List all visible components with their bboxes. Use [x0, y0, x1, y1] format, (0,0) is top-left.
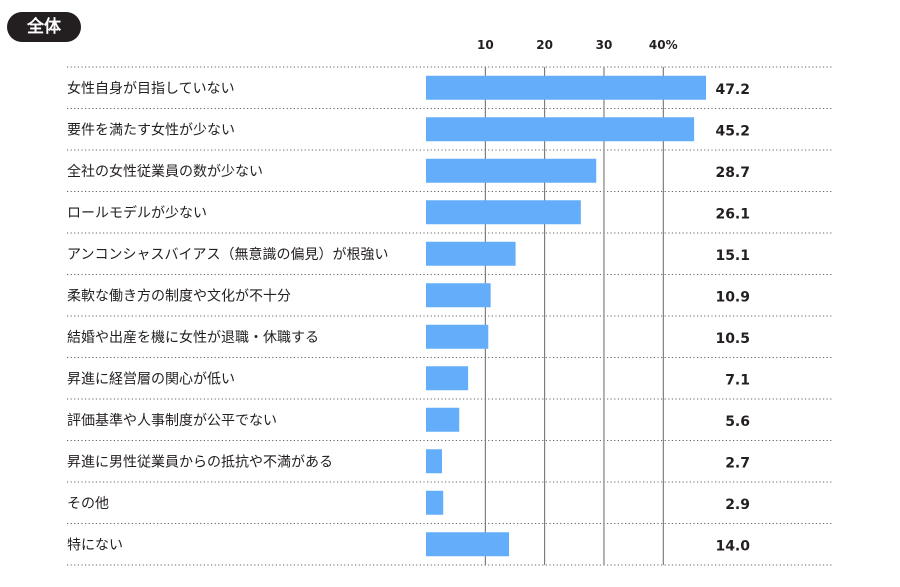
value-label: 10.5: [715, 331, 750, 347]
value-label: 15.1: [715, 248, 750, 264]
bar: [426, 158, 597, 183]
category-label: 昇進に男性従業員からの抵抗や不満がある: [67, 454, 333, 470]
category-label: 結婚や出産を機に女性が退職・休職する: [67, 329, 319, 346]
tick-label: 10: [477, 38, 494, 52]
value-label: 47.2: [715, 82, 750, 98]
category-label: ロールモデルが少ない: [67, 204, 207, 221]
category-label: 評価基準や人事制度が公平でない: [67, 412, 277, 429]
value-label: 10.9: [715, 289, 750, 305]
value-label: 26.1: [715, 206, 750, 222]
value-label: 2.9: [725, 497, 750, 513]
value-label: 14.0: [715, 538, 750, 554]
bar: [426, 117, 695, 142]
bar: [426, 532, 510, 557]
tick-label: 40%: [649, 38, 678, 52]
value-label: 28.7: [715, 165, 750, 181]
category-label: アンコンシャスバイアス（無意識の偏見）が根強い: [67, 246, 388, 263]
bar: [426, 283, 491, 308]
category-label: 女性自身が目指していない: [67, 80, 235, 97]
category-label: 全社の女性従業員の数が少ない: [67, 163, 263, 180]
bar: [426, 490, 444, 515]
title-badge: 全体: [7, 12, 81, 42]
bar: [426, 407, 460, 432]
bar: [426, 241, 516, 266]
category-label: 特にない: [67, 537, 123, 553]
value-label: 2.7: [725, 455, 750, 471]
category-label: 柔軟な働き方の制度や文化が不十分: [67, 288, 291, 304]
category-label: その他: [67, 496, 109, 512]
bar: [426, 200, 581, 225]
value-label: 7.1: [725, 372, 750, 388]
value-label: 5.6: [725, 414, 750, 430]
bar: [426, 449, 443, 474]
bar: [426, 366, 469, 391]
value-label: 45.2: [715, 123, 750, 139]
bar: [426, 75, 706, 100]
tick-label: 20: [536, 38, 553, 52]
bar: [426, 324, 489, 349]
tick-label: 30: [596, 38, 613, 52]
category-label: 要件を満たす女性が少ない: [67, 121, 235, 138]
category-label: 昇進に経営層の関心が低い: [67, 371, 235, 387]
